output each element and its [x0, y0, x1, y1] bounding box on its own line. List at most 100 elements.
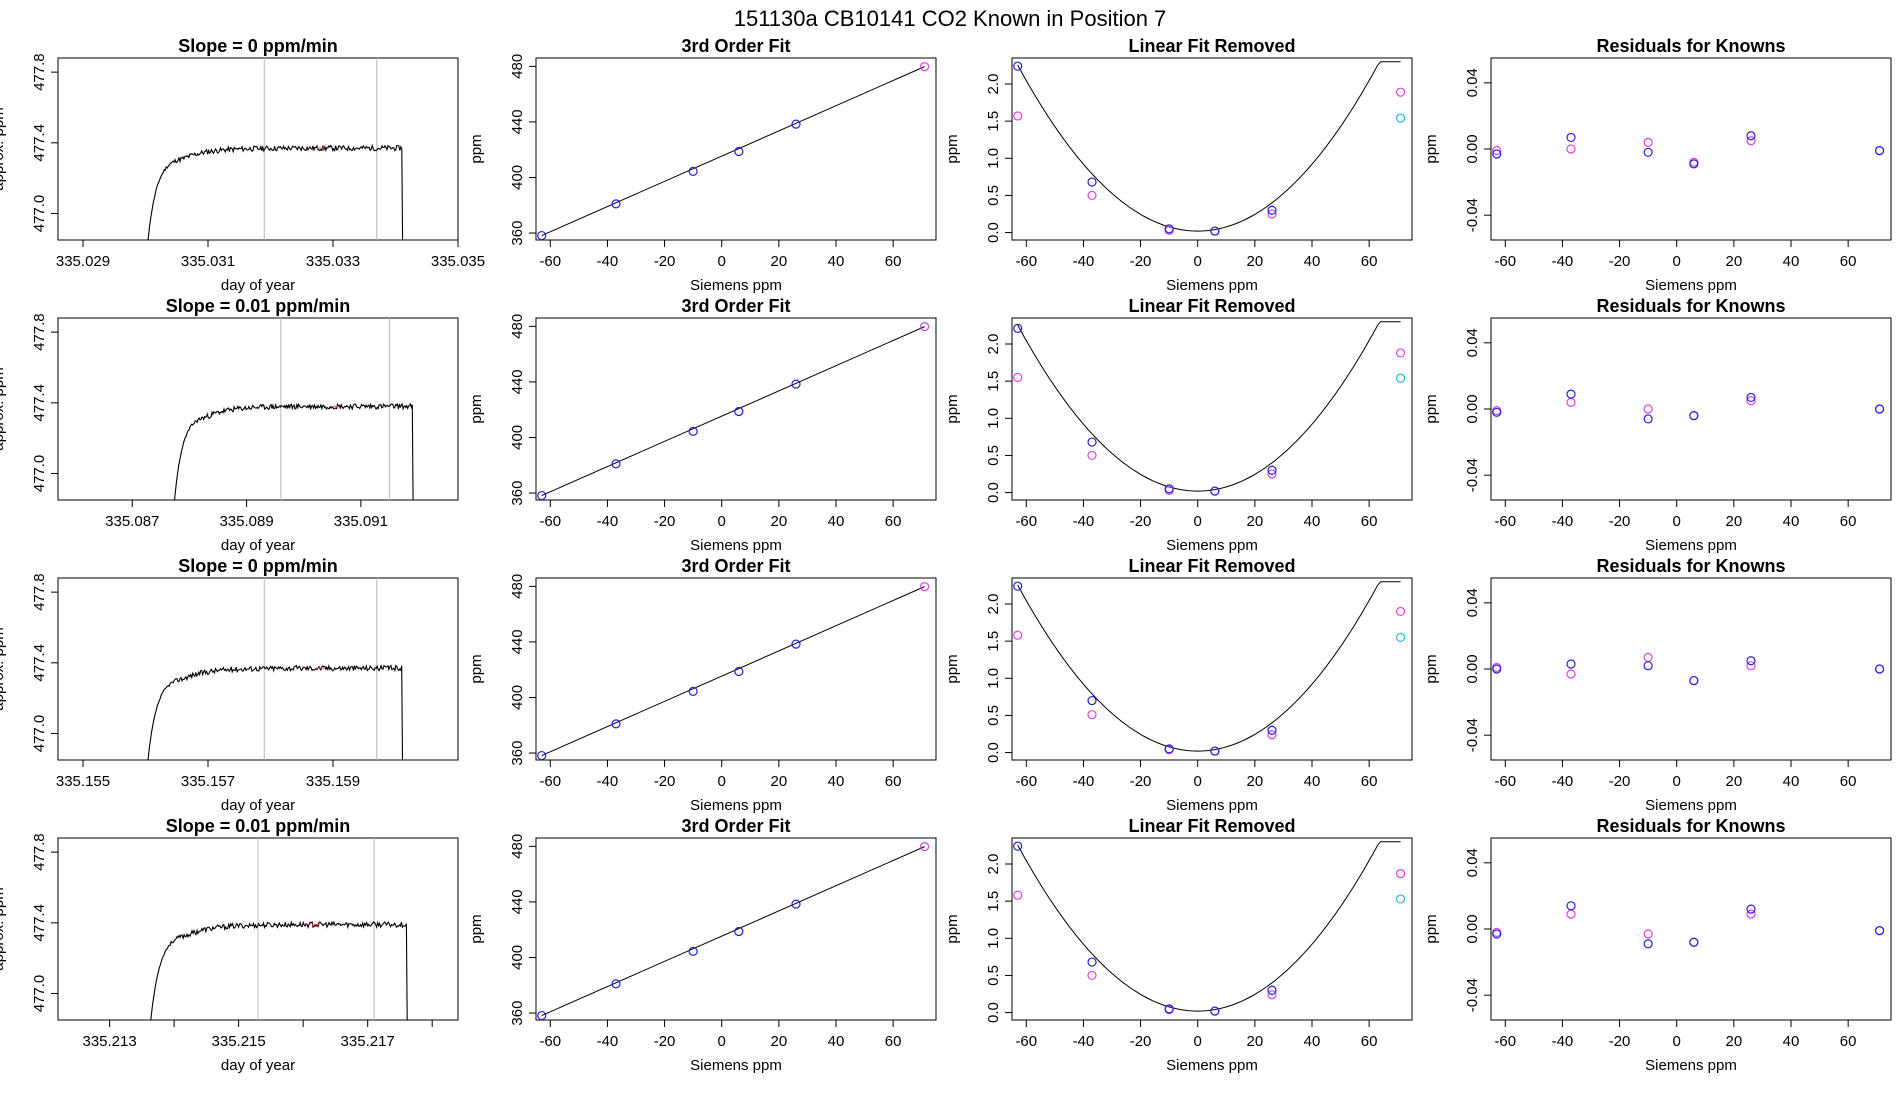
plot-title: Residuals for Knowns — [1596, 36, 1785, 56]
plot-title: Residuals for Knowns — [1596, 816, 1785, 836]
y-tick-label: 440 — [509, 369, 526, 394]
y-tick-label: 360 — [509, 221, 526, 246]
x-tick-label: -20 — [1130, 1033, 1152, 1050]
cubic-fit-panel: 3rd Order Fit Siemens ppm ppm -60 -40 -20 0 20 4… — [468, 36, 937, 294]
plot-frame — [535, 837, 937, 1021]
x-tick-label: 60 — [885, 513, 902, 530]
residual-point-blue — [1689, 159, 1699, 169]
x-tick-label: 0 — [718, 513, 726, 530]
plot-row-1: Slope = 0 ppm/min day of year approx. ppm 3… — [0, 36, 1892, 294]
known-point-blue — [1210, 1006, 1220, 1016]
residual-point-blue — [1689, 937, 1699, 947]
known-point — [734, 926, 744, 937]
residual-point-blue — [1643, 661, 1653, 671]
plot-row-3: Slope = 0 ppm/min day of year approx. ppm 3… — [0, 556, 1892, 814]
known-point-blue — [1164, 744, 1174, 754]
plot-frame — [57, 317, 459, 501]
plot-row-4: Slope = 0.01 ppm/min day of year approx. p… — [0, 816, 1892, 1074]
x-tick-label: 40 — [828, 513, 845, 530]
y-axis-label: ppm — [944, 914, 961, 943]
known-point-blue — [1210, 746, 1220, 756]
known-point-blue — [1267, 725, 1277, 735]
known-point-blue — [1267, 985, 1277, 995]
x-tick-label: 60 — [885, 1033, 902, 1050]
x-tick-label: 0 — [1673, 773, 1681, 790]
y-tick-label: 1.0 — [985, 408, 1002, 429]
y-tick-label: 0.0 — [985, 742, 1002, 763]
known-point — [791, 639, 801, 649]
y-tick-label: 477.0 — [31, 975, 48, 1013]
y-tick-label: 477.8 — [31, 313, 48, 351]
known-point-blue — [1164, 1004, 1174, 1014]
plot-frame — [1490, 837, 1892, 1021]
x-tick-label: -60 — [1494, 513, 1516, 530]
known-point-blue — [1210, 226, 1220, 236]
residual-point-magenta — [1746, 396, 1756, 406]
known-point — [734, 146, 744, 157]
x-tick-label: 335.087 — [105, 513, 159, 530]
fit-line — [541, 846, 925, 1017]
y-tick-label: 360 — [509, 481, 526, 506]
x-tick-label: 20 — [1726, 773, 1743, 790]
fit-line — [541, 66, 925, 237]
plot-title: Residuals for Knowns — [1596, 296, 1785, 316]
x-tick-label: 20 — [1726, 513, 1743, 530]
known-point — [919, 582, 930, 592]
x-axis-label: day of year — [221, 537, 295, 554]
plot-title: Linear Fit Removed — [1128, 816, 1295, 836]
x-tick-label: 40 — [1304, 513, 1321, 530]
ppm-trace — [173, 402, 414, 500]
residual-point-blue — [1746, 131, 1756, 141]
x-tick-label: 0 — [718, 253, 726, 270]
y-axis-label: ppm — [944, 654, 961, 683]
x-tick-label: 0 — [1673, 1033, 1681, 1050]
y-axis-label: approx. ppm — [0, 887, 7, 970]
residual-point-blue — [1746, 904, 1756, 914]
ppm-trace — [147, 663, 404, 760]
known-point — [611, 719, 621, 729]
residuals-panel: Residuals for Knowns Siemens ppm ppm -60 -40… — [1423, 556, 1892, 814]
known-point-blue — [1013, 581, 1023, 591]
known-point-magenta — [1087, 710, 1097, 720]
residual-point-blue — [1746, 656, 1756, 666]
x-tick-label: 60 — [1840, 773, 1857, 790]
y-tick-label: 0.04 — [1464, 848, 1481, 877]
ppm-trace — [147, 143, 404, 240]
y-tick-label: 1.0 — [985, 668, 1002, 689]
plot-row-2: Slope = 0.01 ppm/min day of year approx. p… — [0, 296, 1892, 554]
y-tick-label: 1.5 — [985, 631, 1002, 652]
y-tick-label: 2.0 — [985, 334, 1002, 355]
known-point — [688, 166, 698, 176]
x-tick-label: -20 — [1130, 513, 1152, 530]
x-tick-label: 335.217 — [341, 1033, 395, 1050]
known-point-blue — [1267, 205, 1277, 215]
y-axis-label: ppm — [944, 134, 961, 163]
known-point-magenta — [1013, 890, 1023, 900]
residual-point-magenta — [1746, 661, 1756, 671]
y-axis-label: approx. ppm — [0, 627, 7, 710]
known-point-blue — [1210, 486, 1220, 496]
y-tick-label: -0.04 — [1464, 198, 1481, 232]
known-point — [734, 666, 744, 677]
x-tick-label: 60 — [1361, 253, 1378, 270]
x-axis-label: Siemens ppm — [1645, 1057, 1737, 1074]
time-series-panel: Slope = 0.01 ppm/min day of year approx. p… — [0, 816, 459, 1074]
x-tick-label: 0 — [1194, 773, 1202, 790]
plot-frame — [57, 577, 459, 761]
y-tick-label: -0.04 — [1464, 718, 1481, 752]
x-tick-label: 40 — [1304, 1033, 1321, 1050]
x-tick-label: 60 — [1840, 513, 1857, 530]
x-axis-label: Siemens ppm — [1645, 277, 1737, 294]
y-tick-label: 480 — [509, 834, 526, 859]
residual-point-blue — [1492, 929, 1502, 939]
known-point — [537, 1010, 547, 1021]
x-tick-label: 60 — [885, 773, 902, 790]
known-point — [537, 490, 547, 501]
residual-point-blue — [1566, 132, 1576, 143]
y-tick-label: 400 — [509, 945, 526, 970]
x-tick-label: -20 — [1609, 1033, 1631, 1050]
known-point-magenta — [1087, 190, 1097, 201]
y-tick-label: 477.8 — [31, 573, 48, 611]
x-tick-label: -20 — [1609, 773, 1631, 790]
